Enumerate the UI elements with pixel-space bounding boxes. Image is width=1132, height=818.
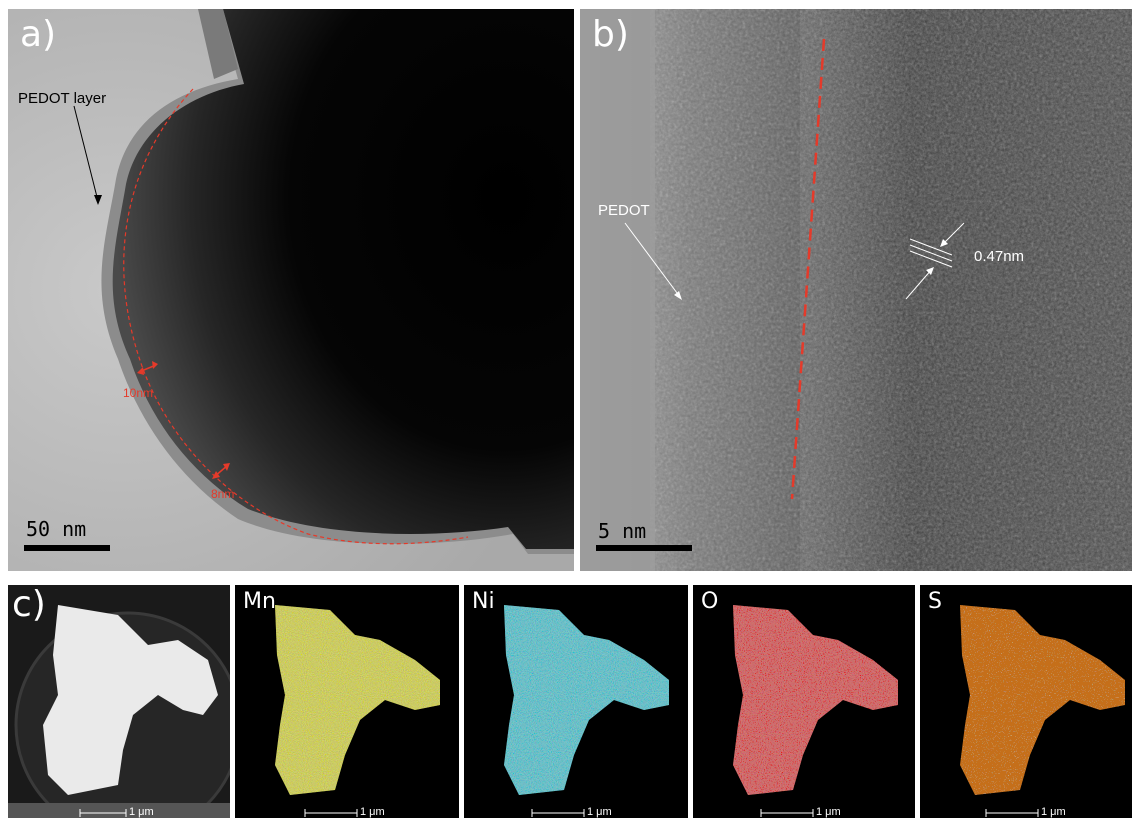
haadf-micrograph xyxy=(8,585,230,818)
s-distribution xyxy=(920,585,1132,818)
panel-b-hrtem-image: b) PEDOT 0.47nm 5 nm xyxy=(580,9,1132,571)
panel-a-micrograph xyxy=(8,9,574,571)
pedot-annotation: PEDOT xyxy=(598,202,650,219)
haadf-image: c) 1 μm xyxy=(8,585,230,818)
mn-distribution xyxy=(235,585,459,818)
eds-map-s: S 1 μm xyxy=(920,585,1132,818)
thickness-label-10nm: 10nm xyxy=(123,386,154,400)
panel-a-scale-bar-label: 50 nm xyxy=(26,517,87,541)
s-scale-bar-label: 1 μm xyxy=(1041,806,1066,818)
panel-a-tem-image: a) PEDOT layer 10nm 8nm 50 nm xyxy=(8,9,574,571)
lattice-spacing-label: 0.47nm xyxy=(974,248,1025,265)
panel-b-label: b) xyxy=(592,14,629,55)
eds-map-o: O 1 μm xyxy=(693,585,915,818)
panel-b-scale-bar-label: 5 nm xyxy=(598,519,647,543)
thickness-label-8nm: 8nm xyxy=(211,487,235,501)
o-distribution xyxy=(693,585,915,818)
panel-b-micrograph xyxy=(580,9,1132,571)
pedot-layer-annotation: PEDOT layer xyxy=(18,90,107,107)
ni-scale-bar-label: 1 μm xyxy=(587,806,612,818)
haadf-scale-bar-label: 1 μm xyxy=(129,806,154,818)
ni-map-label: Ni xyxy=(472,589,495,614)
mn-scale-bar-label: 1 μm xyxy=(360,806,385,818)
mn-map-label: Mn xyxy=(243,589,276,614)
o-scale-bar-label: 1 μm xyxy=(816,806,841,818)
eds-map-ni: Ni 1 μm xyxy=(464,585,688,818)
panel-a-label: a) xyxy=(20,14,57,55)
s-map-label: S xyxy=(928,589,942,614)
eds-map-mn: Mn 1 μm xyxy=(235,585,459,818)
ni-distribution xyxy=(464,585,688,818)
o-map-label: O xyxy=(701,589,719,614)
panel-c-label: c) xyxy=(12,585,46,625)
